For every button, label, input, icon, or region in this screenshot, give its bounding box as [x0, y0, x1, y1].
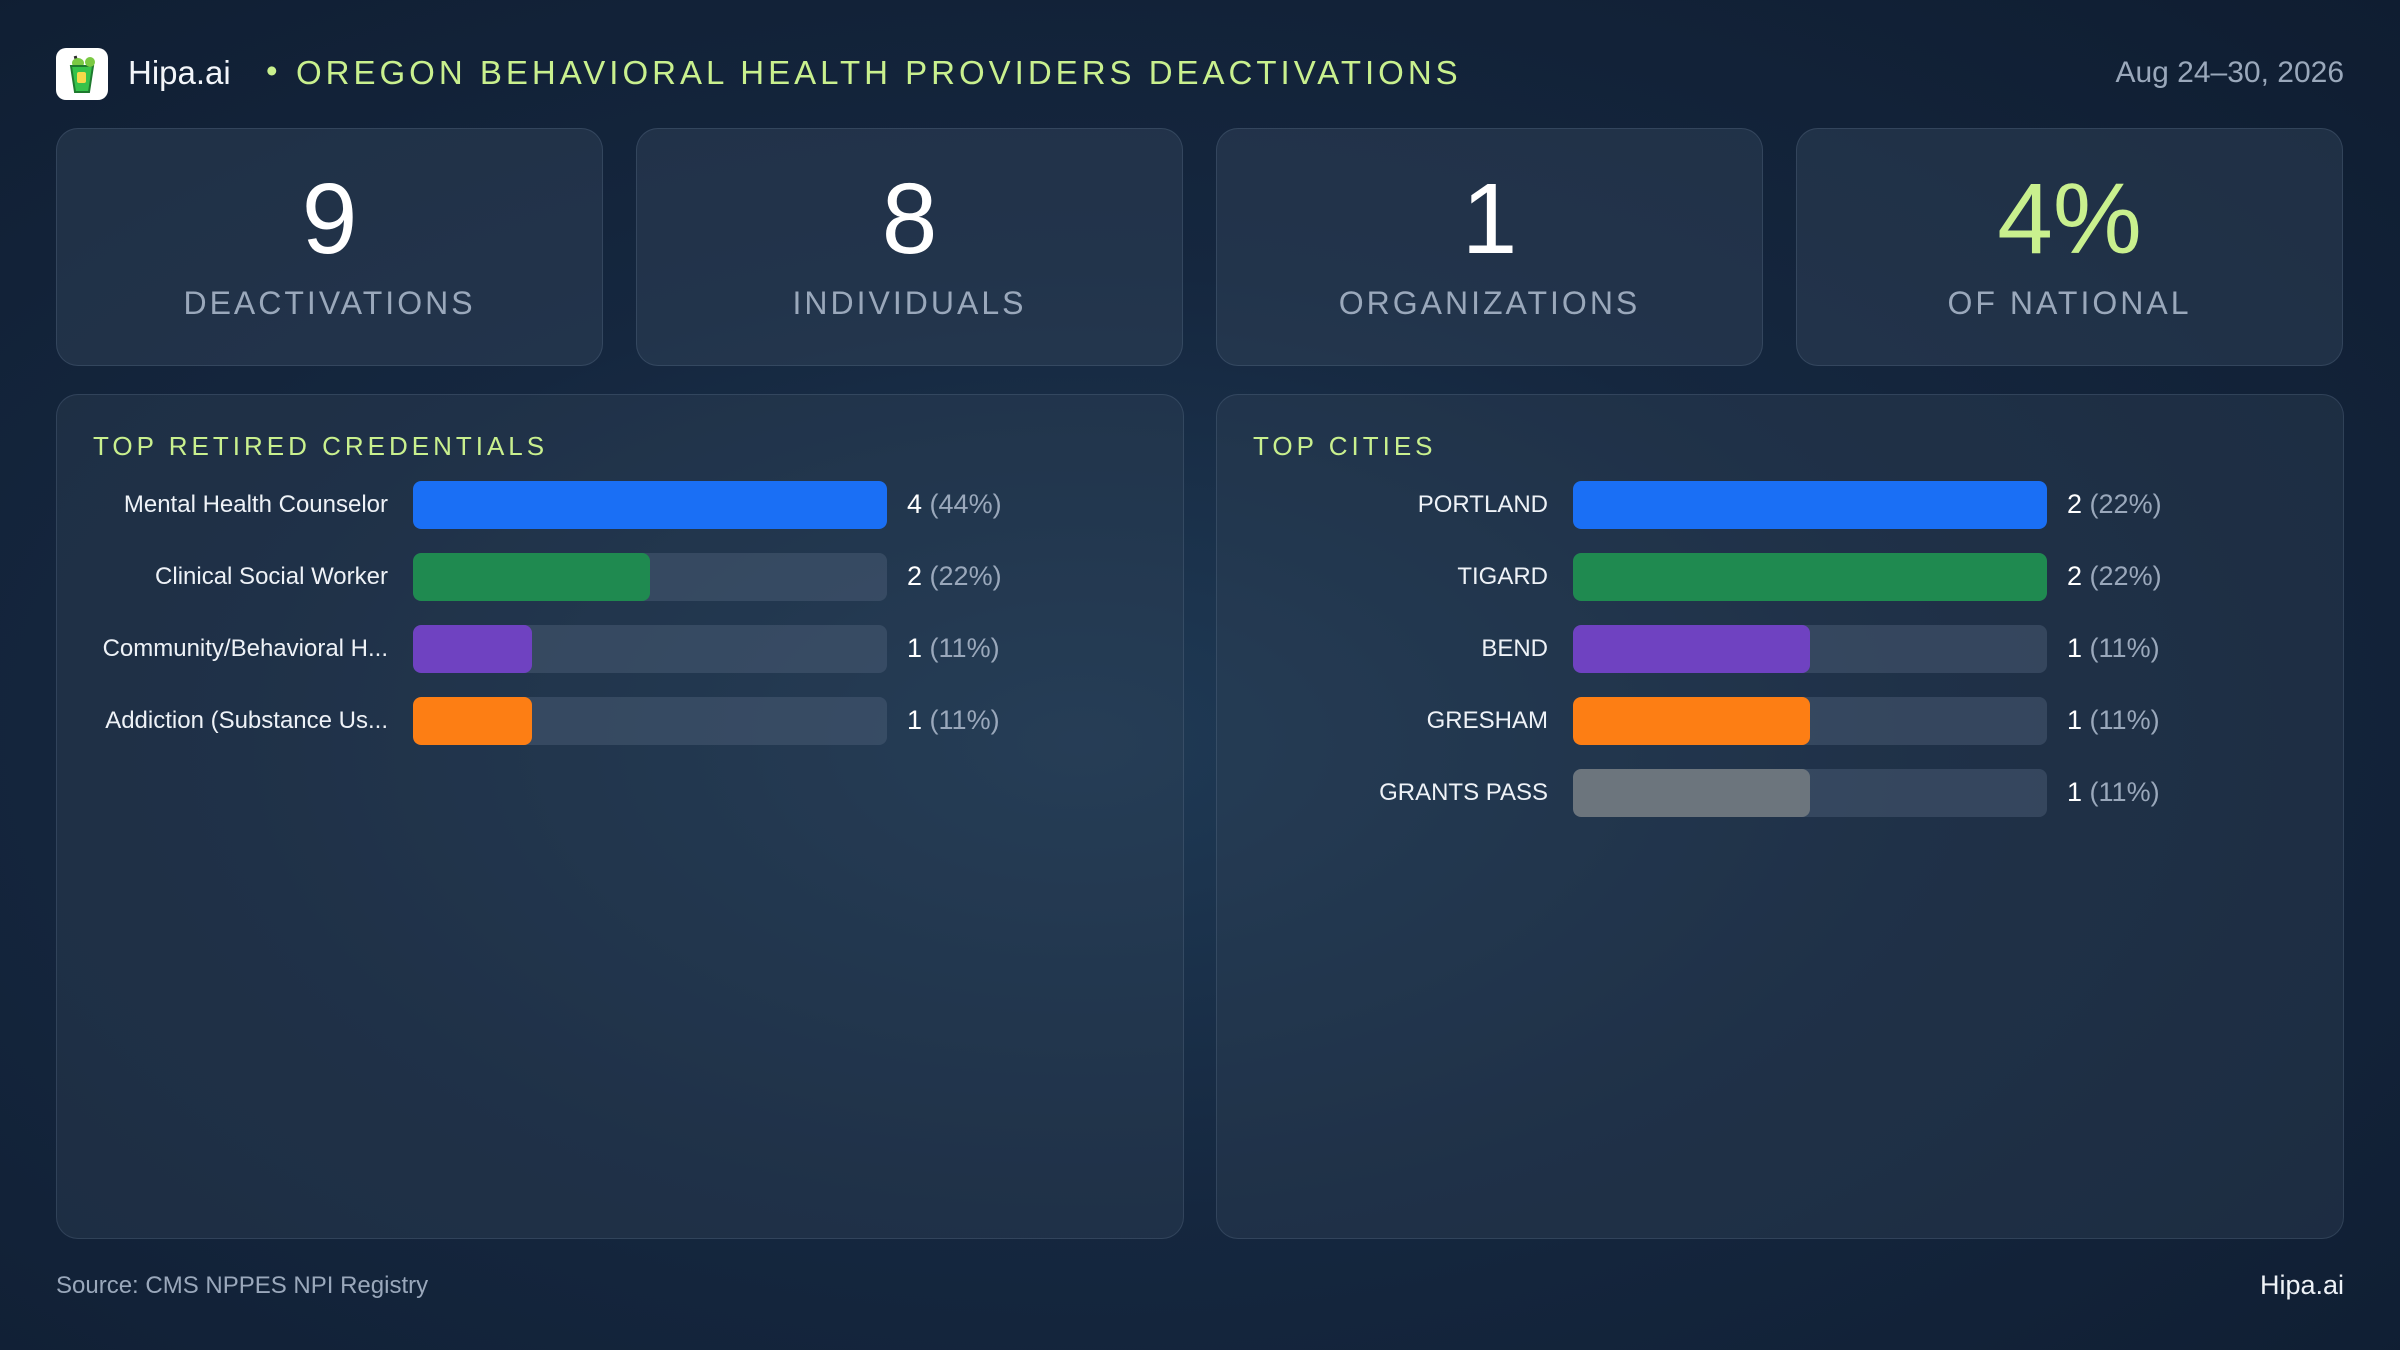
- header: Hipa.ai • OREGON BEHAVIORAL HEALTH PROVI…: [56, 46, 2344, 102]
- percent-value: (22%): [2089, 561, 2162, 591]
- kpi-value: 4%: [1997, 163, 2142, 275]
- category-label: GRANTS PASS: [1379, 779, 1548, 806]
- value-label: 2 (22%): [2067, 561, 2162, 592]
- category-label: Addiction (Substance Us...: [105, 707, 388, 734]
- bar: [1573, 625, 1810, 673]
- date-range: Aug 24–30, 2026: [2115, 56, 2344, 89]
- bar-track: [1573, 769, 2047, 817]
- credentials-chart-panel: TOP RETIRED CREDENTIALS Mental Health Co…: [56, 394, 1184, 1239]
- count-value: 1: [907, 633, 923, 663]
- category-label: Clinical Social Worker: [155, 563, 388, 590]
- kpi-card-national-share: 4% OF NATIONAL: [1796, 128, 2343, 366]
- bar-row: GRANTS PASS 1 (11%): [1217, 769, 2343, 817]
- percent-value: (11%): [2089, 633, 2160, 663]
- bar-track: [413, 553, 887, 601]
- count-value: 2: [2067, 561, 2083, 591]
- bar-row: Addiction (Substance Us... 1 (11%): [57, 697, 1183, 745]
- kpi-card-deactivations: 9 DEACTIVATIONS: [56, 128, 603, 366]
- bar-track: [413, 481, 887, 529]
- category-label: PORTLAND: [1417, 491, 1548, 518]
- logo: [56, 48, 108, 100]
- cities-chart-panel: TOP CITIES PORTLAND 2 (22%) TIGARD 2 (22%) B…: [1216, 394, 2344, 1239]
- count-value: 1: [2067, 633, 2083, 663]
- percent-value: (11%): [929, 633, 1000, 663]
- bar-row: GRESHAM 1 (11%): [1217, 697, 2343, 745]
- bar-row: BEND 1 (11%): [1217, 625, 2343, 673]
- bar-row: Community/Behavioral H... 1 (11%): [57, 625, 1183, 673]
- bar: [1573, 481, 2047, 529]
- count-value: 2: [2067, 489, 2083, 519]
- kpi-value: 8: [881, 163, 938, 275]
- kpi-card-individuals: 8 INDIVIDUALS: [636, 128, 1183, 366]
- footer-brand: Hipa.ai: [2259, 1270, 2344, 1300]
- title-separator: •: [266, 52, 278, 89]
- bar-track: [413, 697, 887, 745]
- page-title: OREGON BEHAVIORAL HEALTH PROVIDERS DEACT…: [296, 54, 1462, 91]
- value-label: 4 (44%): [907, 489, 1002, 520]
- bar-track: [1573, 481, 2047, 529]
- category-label: TIGARD: [1457, 563, 1548, 590]
- count-value: 4: [907, 489, 923, 519]
- bar-track: [1573, 625, 2047, 673]
- source-note: Source: CMS NPPES NPI Registry: [56, 1272, 429, 1299]
- value-label: 1 (11%): [907, 705, 1000, 736]
- drink-cup-icon: [69, 55, 95, 93]
- count-value: 1: [2067, 705, 2083, 735]
- count-value: 2: [907, 561, 923, 591]
- value-label: 1 (11%): [2067, 705, 2160, 736]
- kpi-card-organizations: 1 ORGANIZATIONS: [1216, 128, 1763, 366]
- category-label: Mental Health Counselor: [123, 491, 388, 518]
- bar-row: Clinical Social Worker 2 (22%): [57, 553, 1183, 601]
- bar: [1573, 769, 1810, 817]
- kpi-value: 9: [301, 163, 358, 275]
- value-label: 1 (11%): [907, 633, 1000, 664]
- kpi-label: ORGANIZATIONS: [1338, 285, 1641, 321]
- bar: [1573, 553, 2047, 601]
- bar: [1573, 697, 1810, 745]
- bar-track: [1573, 697, 2047, 745]
- bar: [413, 625, 532, 673]
- kpi-value: 1: [1461, 163, 1518, 275]
- category-label: BEND: [1481, 635, 1548, 662]
- category-label: Community/Behavioral H...: [102, 635, 388, 662]
- percent-value: (11%): [929, 705, 1000, 735]
- bar-track: [413, 625, 887, 673]
- bar: [413, 481, 887, 529]
- brand-name: Hipa.ai: [128, 54, 231, 91]
- value-label: 1 (11%): [2067, 633, 2160, 664]
- chart-title: TOP CITIES: [1253, 431, 1437, 461]
- value-label: 2 (22%): [907, 561, 1002, 592]
- category-label: GRESHAM: [1426, 707, 1548, 734]
- kpi-label: DEACTIVATIONS: [183, 285, 476, 321]
- bar-row: PORTLAND 2 (22%): [1217, 481, 2343, 529]
- kpi-label: INDIVIDUALS: [792, 285, 1027, 321]
- count-value: 1: [907, 705, 923, 735]
- bar-row: Mental Health Counselor 4 (44%): [57, 481, 1183, 529]
- bar-track: [1573, 553, 2047, 601]
- percent-value: (11%): [2089, 705, 2160, 735]
- bar: [413, 697, 532, 745]
- bar-row: TIGARD 2 (22%): [1217, 553, 2343, 601]
- percent-value: (22%): [2089, 489, 2162, 519]
- chart-title: TOP RETIRED CREDENTIALS: [93, 431, 549, 461]
- percent-value: (44%): [929, 489, 1002, 519]
- value-label: 2 (22%): [2067, 489, 2162, 520]
- count-value: 1: [2067, 777, 2083, 807]
- percent-value: (22%): [929, 561, 1002, 591]
- kpi-label: OF NATIONAL: [1947, 285, 2192, 321]
- bar: [413, 553, 650, 601]
- value-label: 1 (11%): [2067, 777, 2160, 808]
- percent-value: (11%): [2089, 777, 2160, 807]
